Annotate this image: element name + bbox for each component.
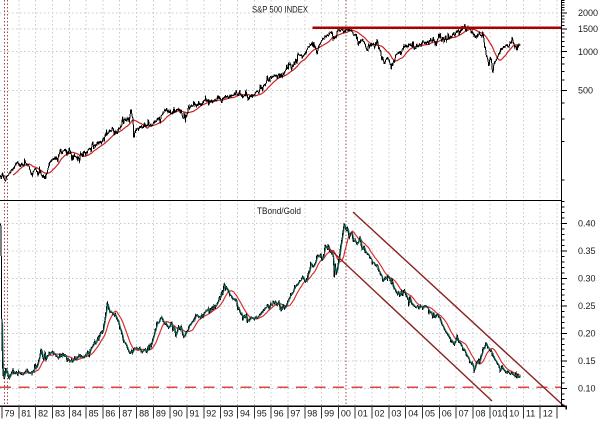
svg-text:02: 02: [375, 409, 385, 419]
svg-text:89: 89: [156, 409, 166, 419]
svg-text:81: 81: [21, 409, 31, 419]
svg-text:05: 05: [425, 409, 435, 419]
svg-text:96: 96: [274, 409, 284, 419]
svg-text:95: 95: [257, 409, 267, 419]
svg-text:01: 01: [358, 409, 368, 419]
svg-text:97: 97: [290, 409, 300, 419]
svg-text:0.20: 0.20: [578, 329, 596, 339]
svg-text:0.30: 0.30: [578, 274, 596, 284]
svg-text:08: 08: [476, 409, 486, 419]
svg-text:93: 93: [223, 409, 233, 419]
svg-text:500: 500: [578, 86, 593, 96]
svg-text:0.10: 0.10: [578, 384, 596, 394]
svg-text:86: 86: [105, 409, 115, 419]
svg-text:94: 94: [240, 409, 250, 419]
svg-text:07: 07: [459, 409, 469, 419]
svg-text:1000: 1000: [578, 47, 598, 57]
svg-text:82: 82: [38, 409, 48, 419]
svg-text:0.15: 0.15: [578, 356, 596, 366]
svg-text:79: 79: [5, 409, 15, 419]
svg-text:010: 010: [492, 409, 507, 419]
svg-text:98: 98: [307, 409, 317, 419]
svg-text:1500: 1500: [578, 24, 598, 34]
svg-text:92: 92: [206, 409, 216, 419]
svg-text:2000: 2000: [578, 8, 598, 18]
svg-text:0.25: 0.25: [578, 301, 596, 311]
svg-text:84: 84: [72, 409, 82, 419]
svg-text:99: 99: [324, 409, 334, 419]
svg-text:12: 12: [543, 409, 553, 419]
svg-text:0.35: 0.35: [578, 246, 596, 256]
svg-text:03: 03: [391, 409, 401, 419]
svg-text:83: 83: [55, 409, 65, 419]
svg-text:04: 04: [408, 409, 418, 419]
svg-text:0.40: 0.40: [578, 219, 596, 229]
svg-text:88: 88: [139, 409, 149, 419]
svg-text:11: 11: [526, 409, 535, 419]
svg-text:87: 87: [122, 409, 132, 419]
svg-text:90: 90: [173, 409, 183, 419]
svg-text:91: 91: [190, 409, 200, 419]
svg-text:TBond/Gold: TBond/Gold: [257, 206, 301, 217]
svg-text:00: 00: [341, 409, 351, 419]
svg-text:10: 10: [509, 409, 519, 419]
svg-text:06: 06: [442, 409, 452, 419]
svg-text:85: 85: [89, 409, 99, 419]
svg-text:S&P 500 INDEX: S&P 500 INDEX: [252, 5, 308, 16]
